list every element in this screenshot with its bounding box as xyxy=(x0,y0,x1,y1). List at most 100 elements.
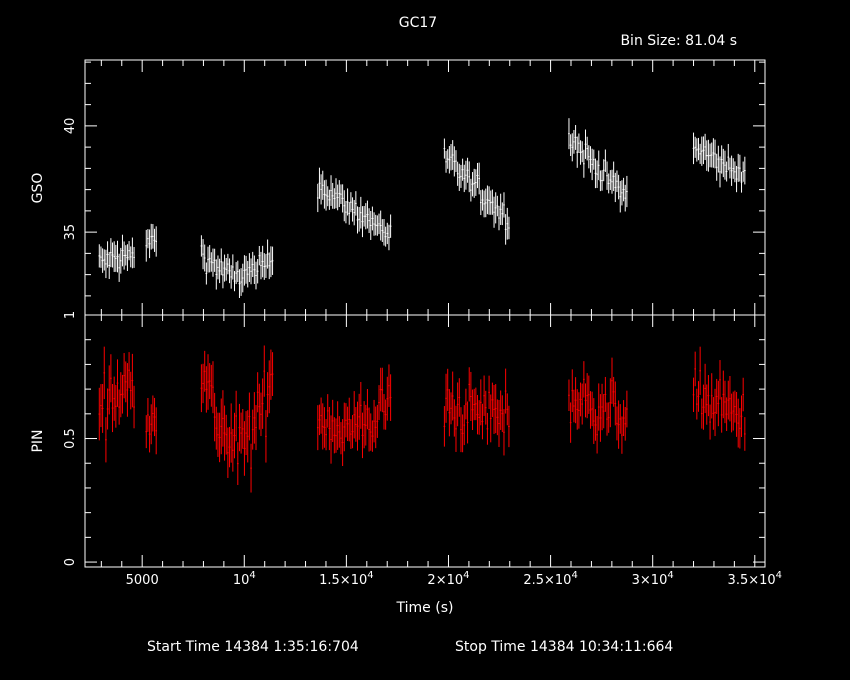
gso-data-point xyxy=(445,150,447,173)
gso-data-point xyxy=(602,159,605,182)
pin-data-point xyxy=(243,421,246,476)
pin-data-point xyxy=(448,389,451,437)
pin-data-point xyxy=(369,413,372,451)
pin-data-point xyxy=(465,388,467,420)
pin-data-point xyxy=(694,351,697,387)
gso-data-point xyxy=(694,136,697,158)
pin-data-point xyxy=(734,390,736,423)
pin-data-point xyxy=(150,404,153,445)
gso-data-point xyxy=(106,241,109,268)
pin-data-point xyxy=(576,389,579,430)
gso-data-point xyxy=(568,118,570,150)
pin-data-point xyxy=(617,400,620,449)
pin-axis-label: PIN xyxy=(30,429,46,452)
pin-data-point xyxy=(230,403,233,463)
pin-data-point xyxy=(744,417,746,451)
pin-data-point xyxy=(696,388,698,420)
gso-data-point xyxy=(478,162,480,195)
gso-data-point xyxy=(586,136,588,161)
pin-data-point xyxy=(478,400,480,435)
gso-data-point xyxy=(348,202,351,225)
pin-data-point xyxy=(583,361,585,398)
gso-data-point xyxy=(205,262,208,285)
pin-axis-ticks: 00.51 xyxy=(63,311,765,566)
pin-data-point xyxy=(116,359,119,407)
pin-data-point xyxy=(108,365,111,415)
gso-data-point xyxy=(493,196,495,228)
gso-data-point xyxy=(705,140,708,171)
pin-data-point xyxy=(740,395,743,438)
gso-data-point xyxy=(248,253,251,283)
gso-data-point xyxy=(612,161,615,192)
gso-data-point xyxy=(366,200,369,229)
gso-data-point xyxy=(350,192,352,213)
x-axis-label: Time (s) xyxy=(396,600,454,616)
gso-data-point xyxy=(233,270,236,292)
gso-data-point xyxy=(208,245,211,273)
gso-data-point xyxy=(707,139,710,172)
gso-data-point xyxy=(458,163,461,191)
pin-data-point xyxy=(350,419,352,449)
gso-data-point xyxy=(581,141,584,163)
gso-data-point xyxy=(599,170,602,192)
gso-data-point xyxy=(152,224,154,249)
pin-data-point xyxy=(619,404,622,434)
pin-data-point xyxy=(128,352,130,389)
pin-data-point xyxy=(453,399,456,437)
pin-data-point xyxy=(341,419,344,466)
pin-data-point xyxy=(386,376,389,421)
gso-data-point xyxy=(202,239,204,270)
pin-data-point xyxy=(266,372,269,418)
x-tick-label: 3×104 xyxy=(632,570,674,588)
pin-data-point xyxy=(325,419,327,451)
gso-data-point xyxy=(369,211,372,240)
gso-data-point xyxy=(115,244,117,272)
pin-data-point xyxy=(131,353,134,408)
gso-data-point xyxy=(712,138,715,168)
pin-data-point xyxy=(709,404,711,440)
gso-data-point xyxy=(466,157,469,183)
pin-data-point xyxy=(246,410,249,463)
pin-data-point xyxy=(697,381,700,412)
gso-data-point xyxy=(383,219,385,246)
gso-data-point xyxy=(320,174,322,205)
pin-data-point xyxy=(460,407,462,453)
pin-data-point xyxy=(101,384,104,433)
gso-data-point xyxy=(243,255,246,286)
pin-data-point xyxy=(699,346,701,395)
pin-data-point xyxy=(710,373,713,419)
gso-data-point xyxy=(113,241,116,272)
pin-data-point xyxy=(123,353,125,399)
gso-data-point xyxy=(732,158,735,179)
gso-data-point xyxy=(150,223,153,250)
gso-data-point xyxy=(261,245,264,278)
pin-data-point xyxy=(345,403,347,438)
gso-data-point xyxy=(576,136,579,168)
pin-data-point xyxy=(203,350,206,392)
pin-data-point xyxy=(700,398,703,429)
pin-data-point xyxy=(356,401,359,451)
gso-data-point xyxy=(735,165,738,193)
x-tick-label: 2.5×104 xyxy=(523,570,577,588)
gso-data-point xyxy=(470,178,472,202)
pin-data-point xyxy=(445,373,447,423)
pin-data-point xyxy=(368,407,370,452)
gso-data-point xyxy=(591,148,593,181)
pin-data-point xyxy=(336,401,339,450)
pin-data-point xyxy=(330,415,332,464)
gso-data-point xyxy=(116,240,119,273)
gso-data-point xyxy=(378,213,380,235)
gso-data-point xyxy=(734,161,736,183)
pin-data-point xyxy=(210,364,213,407)
gso-data-point xyxy=(569,134,572,157)
gso-series xyxy=(98,118,746,298)
stop-time-label: Stop Time 14384 10:34:11:664 xyxy=(455,639,673,655)
gso-data-point xyxy=(715,153,718,181)
gso-data-point xyxy=(232,254,234,280)
pin-data-point xyxy=(378,385,380,421)
y-tick-label: 0 xyxy=(63,558,78,566)
gso-data-point xyxy=(361,206,364,238)
gso-data-point xyxy=(475,169,477,196)
pin-data-point xyxy=(389,374,392,421)
gso-data-point xyxy=(121,234,124,267)
